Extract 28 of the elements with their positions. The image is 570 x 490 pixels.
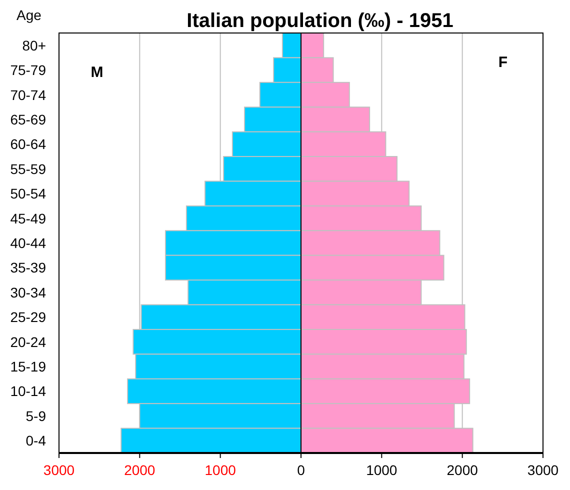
y-tick-label: 15-19 (10, 358, 46, 375)
y-tick-label: 40-44 (10, 235, 46, 251)
y-tick-label: 25-29 (10, 309, 46, 326)
x-tick-label: 2000 (124, 462, 156, 478)
annotation: M (90, 64, 104, 81)
y-tick-label: 80+ (22, 37, 46, 54)
chart-title: Italian population (‰) - 1951 (186, 10, 454, 32)
y-tick-label: 50-54 (10, 186, 46, 202)
y-tick-label: 45-49 (10, 210, 46, 226)
x-tick-label: 1000 (204, 462, 236, 478)
y-tick-label: 60-64 (10, 136, 46, 152)
x-tick-label: 2000 (446, 462, 478, 478)
x-tick-label: 0 (297, 462, 306, 478)
x-tick-label: 3000 (527, 462, 559, 478)
x-tick-label: 3000 (43, 462, 75, 478)
y-tick-label: 5-9 (26, 408, 46, 424)
y-tick-label: 65-69 (10, 111, 46, 128)
y-tick-label: 35-39 (10, 260, 46, 276)
y-tick-label: 0-4 (26, 432, 46, 449)
y-tick-label: 75-79 (10, 62, 46, 78)
y-tick-label: 30-34 (10, 284, 46, 300)
y-tick-label: 10-14 (10, 383, 46, 400)
y-axis-title: Age (16, 7, 42, 23)
annotation: F (498, 54, 508, 71)
y-tick-label: 20-24 (10, 334, 46, 350)
y-tick-label: 70-74 (10, 86, 46, 103)
x-tick-label: 1000 (366, 462, 398, 478)
y-tick-label: 55-59 (10, 160, 46, 177)
